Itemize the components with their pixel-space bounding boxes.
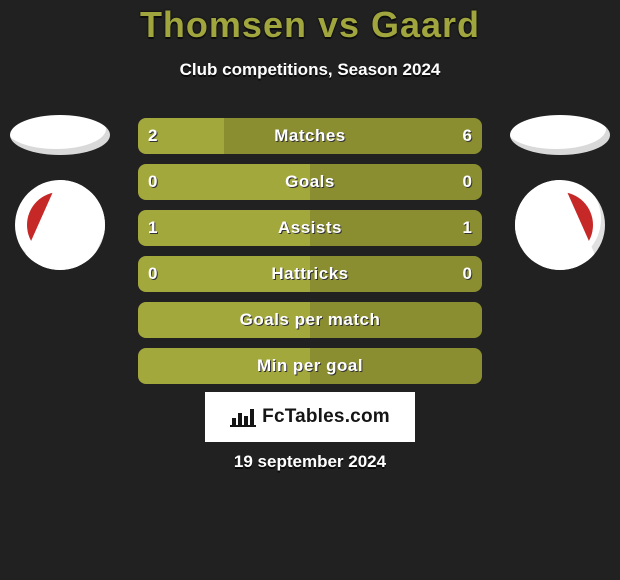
stage: Thomsen vs Gaard Club competitions, Seas… [0,0,620,580]
stat-label: Goals per match [138,302,482,338]
stat-row: Goals0 0 [138,164,482,200]
stat-label: Goals [138,164,482,200]
left-club-badge [15,180,105,270]
page-title: Thomsen vs Gaard [0,4,620,46]
stat-label: Hattricks [138,256,482,292]
stat-value-left: 0 [138,164,167,200]
stat-label: Assists [138,210,482,246]
stat-row: Assists1 1 [138,210,482,246]
stat-row: Min per goal [138,348,482,384]
brand-box: FcTables.com [205,392,415,442]
stat-label: Matches [138,118,482,154]
stat-value-right: 6 [453,118,482,154]
stat-label: Min per goal [138,348,482,384]
stat-value-right: 1 [453,210,482,246]
subtitle: Club competitions, Season 2024 [0,60,620,80]
left-player-block [10,115,110,270]
stat-row: Hattricks0 0 [138,256,482,292]
right-player-avatar-placeholder [510,115,610,155]
stat-row: Matches2 6 [138,118,482,154]
stat-rows: Matches26Goals00Assists11Hattricks00Goal… [138,118,482,394]
left-player-avatar-placeholder [10,115,110,155]
stat-row: Goals per match [138,302,482,338]
date-label: 19 september 2024 [0,452,620,472]
right-club-badge [515,180,605,270]
stat-value-left: 2 [138,118,167,154]
stat-value-left: 0 [138,256,167,292]
right-player-block [510,115,610,270]
bar-chart-icon [230,407,256,427]
stat-value-right: 0 [453,164,482,200]
stat-value-left: 1 [138,210,167,246]
stat-value-right: 0 [453,256,482,292]
brand-text: FcTables.com [262,406,390,428]
